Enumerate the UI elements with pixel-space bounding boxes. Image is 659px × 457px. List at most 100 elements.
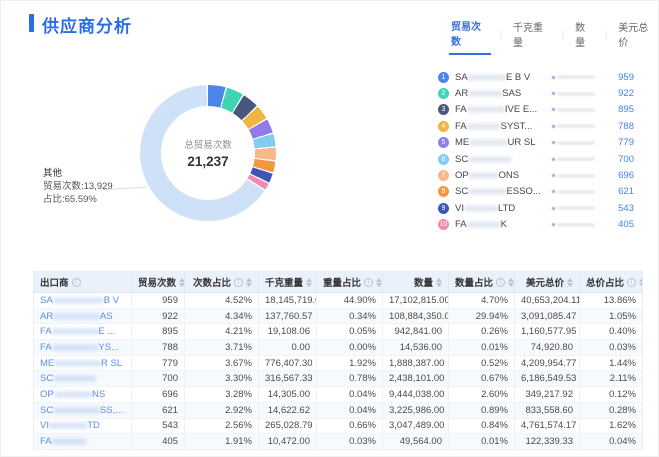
exporter-link[interactable]: FAxxxxxxxx — [33, 433, 132, 450]
rank-badge: 1 — [438, 71, 449, 83]
supplier-name: ARxxxxxxxxSAS — [455, 88, 522, 100]
tab-quantity[interactable]: 数量 — [575, 23, 586, 49]
sort-icon[interactable] — [567, 277, 573, 287]
exporter-link[interactable]: SCxxxxxxxxxx — [33, 370, 132, 388]
exporter-link[interactable]: MExxxxxxxxxxxR SL — [33, 355, 132, 372]
table-header-row: 出口商 贸易次数 次数占比 千克重量 重量占比 数量 数量占比 美元总价 总价占… — [33, 271, 643, 293]
page-title: 供应商分析 — [42, 17, 132, 36]
col-price-share[interactable]: 总价占比 — [579, 271, 643, 293]
legend-value[interactable]: 700 — [618, 153, 634, 165]
sort-icon[interactable] — [508, 277, 514, 287]
table-row[interactable]: FAxxxxxxxxxxxE ... 895 4.21% 19,108.06 0.05… — [33, 323, 643, 341]
legend-item[interactable]: 3 FAxxxxxxxxxIVE E... 895 — [438, 102, 634, 118]
mini-bar — [552, 91, 597, 96]
table-row[interactable]: SCxxxxxxxxxxxSS,... 621 2.92% 14,622.62 0.0… — [33, 402, 643, 419]
mini-bar — [552, 140, 597, 145]
legend-value[interactable]: 696 — [618, 170, 634, 182]
exporter-link[interactable]: FAxxxxxxxxxxxE ... — [33, 323, 132, 341]
rank-badge: 2 — [438, 88, 449, 100]
legend-item[interactable]: 7 OPxxxxxxxONS 696 — [438, 167, 634, 183]
supplier-table: 出口商 贸易次数 次数占比 千克重量 重量占比 数量 数量占比 美元总价 总价占… — [33, 271, 643, 450]
table-row[interactable]: MExxxxxxxxxxxR SL 779 3.67% 776,407.30 1.92… — [33, 355, 643, 372]
rank-badge: 9 — [438, 202, 449, 214]
info-icon[interactable] — [496, 277, 506, 287]
rank-badge: 5 — [438, 137, 449, 149]
exporter-link[interactable]: FAxxxxxxxxxxxYS... — [33, 339, 132, 356]
legend-item[interactable]: 6 SCxxxxxxxxxx 700 — [438, 151, 634, 167]
title-accent-bar — [29, 14, 34, 32]
table-row[interactable]: ARxxxxxxxxxxxAS 922 4.34% 137,760.57 0.34% 1… — [33, 308, 643, 325]
table-row[interactable]: SAxxxxxxxxxxxxB V 9594.52%18,145,719.004… — [33, 292, 643, 309]
sort-icon[interactable] — [376, 277, 382, 287]
sort-icon[interactable] — [436, 277, 442, 287]
col-trade-count[interactable]: 贸易次数 — [131, 271, 185, 293]
info-icon[interactable] — [627, 277, 637, 287]
legend-item[interactable]: 9 VIxxxxxxxxLTD 543 — [438, 200, 634, 216]
col-kg-weight[interactable]: 千克重量 — [258, 271, 317, 293]
chart-legend: 1 SAxxxxxxxxxE B V 959 2 ARxxxxxxxxSAS 9… — [438, 69, 634, 233]
supplier-name: SCxxxxxxxxxx — [455, 153, 511, 165]
col-weight-share[interactable]: 重量占比 — [316, 271, 383, 293]
donut-center-label: 总贸易次数 21,237 — [140, 85, 276, 221]
exporter-link[interactable]: SAxxxxxxxxxxxxB V — [33, 292, 132, 309]
mini-bar — [552, 189, 597, 194]
donut-chart[interactable]: 总贸易次数 21,237 — [140, 85, 276, 221]
supplier-name: SCxxxxxxxxxESSO... — [455, 186, 541, 198]
legend-item[interactable]: 10 FAxxxxxxxxK 405 — [438, 217, 634, 233]
mini-bar — [552, 124, 597, 129]
supplier-name: FAxxxxxxxxxIVE E... — [455, 104, 538, 116]
exporter-link[interactable]: SCxxxxxxxxxxxSS,... — [33, 402, 132, 419]
exporter-link[interactable]: OPxxxxxxxxxNS — [33, 386, 132, 403]
legend-item[interactable]: 4 FAxxxxxxxxSYST... 788 — [438, 118, 634, 134]
sort-icon[interactable] — [179, 277, 184, 287]
table-row[interactable]: SCxxxxxxxxxx 700 3.30% 316,567.33 0.78% 2,43… — [33, 370, 643, 388]
tab-trade-count[interactable]: 贸易次数 — [449, 18, 491, 55]
exporter-link[interactable]: VIxxxxxxxxxTD — [33, 418, 132, 435]
exporter-link[interactable]: ARxxxxxxxxxxxAS — [33, 308, 132, 325]
legend-item[interactable]: 1 SAxxxxxxxxxE B V 959 — [438, 69, 634, 85]
legend-value[interactable]: 922 — [618, 88, 634, 100]
rank-badge: 3 — [438, 104, 449, 116]
info-icon[interactable] — [71, 277, 81, 287]
others-annotation-count: 贸易次数:13,929 — [43, 181, 113, 192]
legend-value[interactable]: 621 — [618, 186, 634, 198]
sort-icon[interactable] — [639, 277, 643, 287]
info-icon[interactable] — [364, 277, 374, 287]
others-annotation-percent: 占比:65.59% — [43, 194, 97, 205]
donut-center-title: 总贸易次数 — [184, 140, 232, 151]
table-row[interactable]: VIxxxxxxxxxTD 543 2.56% 265,028.79 0.66% 3,0… — [33, 418, 643, 435]
rank-badge: 10 — [438, 219, 449, 231]
donut-center-value: 21,237 — [187, 154, 229, 169]
col-quantity[interactable]: 数量 — [382, 271, 449, 293]
legend-item[interactable]: 5 MExxxxxxxxxUR SL 779 — [438, 135, 634, 151]
table-row[interactable]: OPxxxxxxxxxNS 696 3.28% 14,305.00 0.04% 9,44… — [33, 386, 643, 403]
tab-kg-weight[interactable]: 千克重量 — [513, 23, 544, 49]
rank-badge: 8 — [438, 186, 449, 198]
col-exporter[interactable]: 出口商 — [33, 271, 132, 293]
col-quantity-share[interactable]: 数量占比 — [448, 271, 515, 293]
tab-usd-total[interactable]: 美元总价 — [618, 23, 649, 49]
col-usd-total[interactable]: 美元总价 — [514, 271, 580, 293]
col-count-share[interactable]: 次数占比 — [184, 271, 259, 293]
sort-icon[interactable] — [246, 277, 252, 287]
mini-bar — [552, 206, 597, 211]
supplier-name: SAxxxxxxxxxE B V — [455, 71, 531, 83]
mini-bar — [552, 107, 597, 112]
legend-value[interactable]: 779 — [618, 137, 634, 149]
table-row[interactable]: FAxxxxxxxx 405 1.91% 10,472.00 0.03% 49,564.… — [33, 433, 643, 450]
legend-value[interactable]: 895 — [618, 104, 634, 116]
info-icon[interactable] — [234, 277, 243, 287]
legend-value[interactable]: 543 — [618, 202, 634, 214]
tab-separator: | — [561, 29, 565, 39]
supplier-name: MExxxxxxxxxUR SL — [455, 137, 536, 149]
sort-icon[interactable] — [306, 277, 313, 287]
table-row[interactable]: FAxxxxxxxxxxxYS... 788 3.71% 0.00 0.00% 14,5… — [33, 339, 643, 356]
legend-item[interactable]: 2 ARxxxxxxxxSAS 922 — [438, 85, 634, 101]
legend-value[interactable]: 405 — [618, 219, 634, 231]
legend-item[interactable]: 8 SCxxxxxxxxxESSO... 621 — [438, 184, 634, 200]
supplier-name: FAxxxxxxxxSYST... — [455, 120, 533, 132]
legend-value[interactable]: 959 — [618, 71, 634, 83]
supplier-name: VIxxxxxxxxLTD — [455, 202, 516, 214]
mini-bar — [552, 173, 597, 178]
legend-value[interactable]: 788 — [618, 120, 634, 132]
